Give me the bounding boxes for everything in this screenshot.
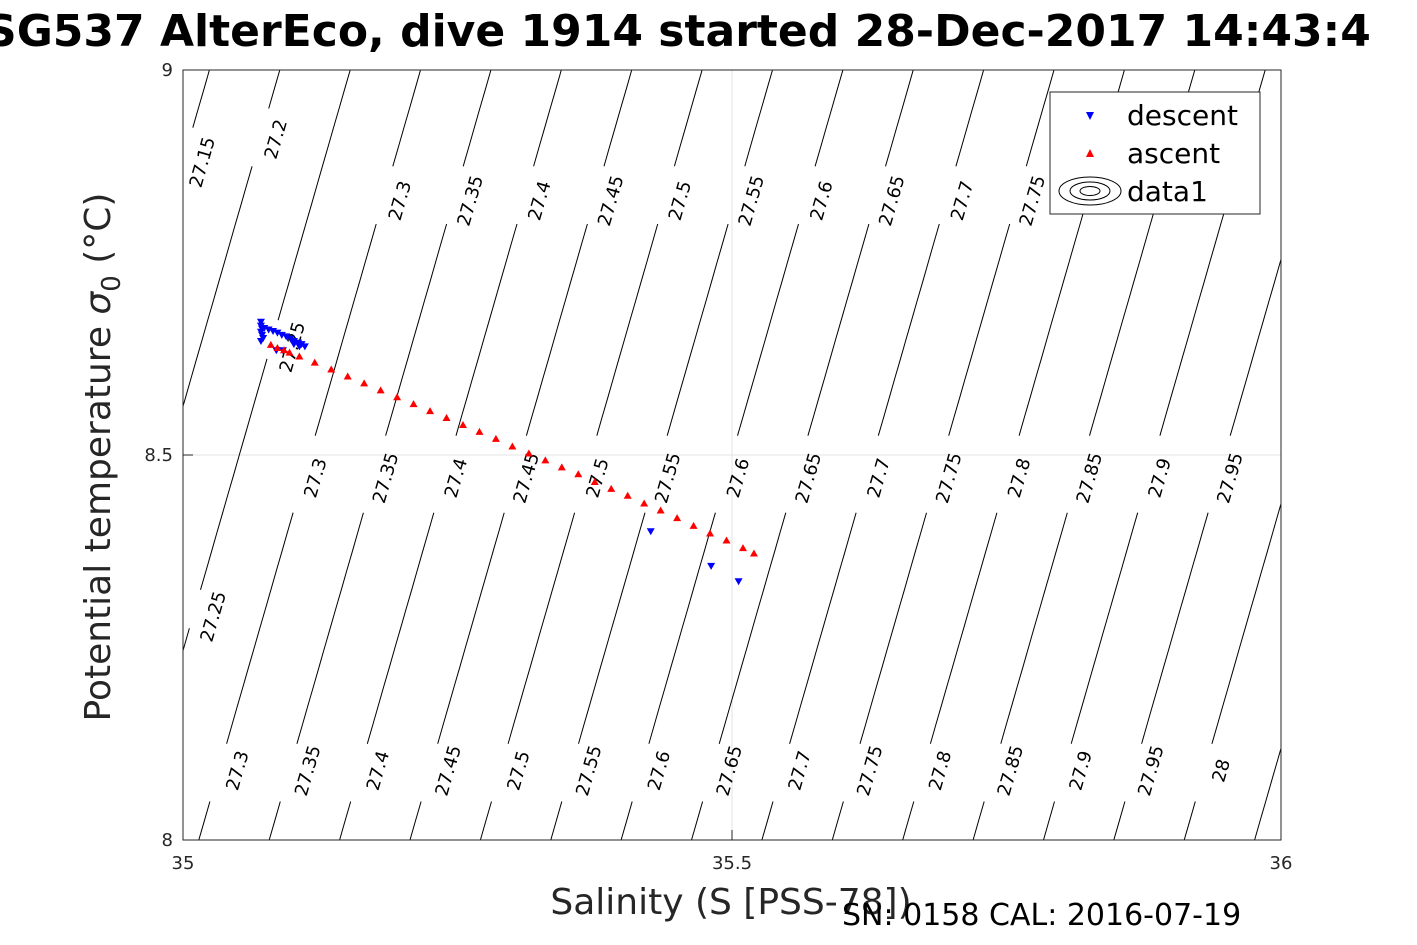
ascent-point (749, 549, 758, 557)
ascent-point (295, 352, 304, 360)
density-contour-line (268, 70, 492, 840)
density-contour-line (183, 70, 281, 408)
density-contour-line (192, 70, 210, 128)
ascent-point (343, 372, 352, 380)
ascent-point (273, 343, 282, 351)
ascent-point (285, 348, 294, 356)
x-axis-label: Salinity (S [PSS-78]) (550, 882, 911, 923)
y-tick-label: 8.5 (144, 445, 173, 466)
legend-descent-label: descent (1127, 99, 1238, 132)
legend-contour-icon (1058, 176, 1122, 206)
x-tick-label: 36 (1270, 853, 1293, 874)
ascent-point (458, 420, 467, 428)
chart-title: SG537 AlterEco, dive 1914 started 28-Dec… (0, 6, 1371, 57)
y-tick-label: 8 (162, 830, 173, 851)
descent-point (300, 343, 309, 351)
ascent-point (508, 442, 517, 450)
density-contour-line (761, 70, 985, 840)
y-axis-label-sub: 0 (97, 275, 127, 292)
ascent-point (706, 529, 715, 537)
x-tick-label: 35 (172, 853, 195, 874)
ascent-point (310, 358, 319, 366)
density-contour-line (198, 70, 421, 840)
ascent-point (266, 340, 275, 348)
descent-point (282, 333, 291, 341)
density-contour-line (1325, 70, 1417, 840)
ascent-point (689, 521, 698, 529)
ascent-point (327, 365, 336, 373)
ascent-point (557, 463, 566, 471)
descent-point (734, 578, 743, 586)
ascent-point (574, 470, 583, 478)
ascent-point (590, 477, 599, 485)
descent-point (256, 318, 265, 326)
density-contours (183, 70, 1417, 840)
ascent-point (280, 346, 289, 354)
ascent-point (656, 506, 665, 514)
density-contour-line (550, 70, 773, 840)
series-descent (256, 318, 743, 586)
density-contour-line (831, 70, 1055, 840)
ascent-point (376, 386, 385, 394)
density-contour-line (183, 70, 351, 653)
ascent-point (491, 434, 500, 442)
legend-ascent-label: ascent (1127, 137, 1220, 170)
density-contour-line (409, 70, 633, 840)
ascent-point (393, 393, 402, 401)
ascent-point (442, 414, 451, 422)
y-axis-label-unit: (°C) (78, 193, 119, 276)
ascent-point (475, 427, 484, 435)
descent-point (707, 562, 716, 570)
ascent-point (360, 379, 369, 387)
x-tick-label: 35.5 (712, 853, 752, 874)
legend: descent ascent data1 (1049, 91, 1261, 215)
ascent-point (738, 544, 747, 552)
density-contour-line (1113, 257, 1281, 840)
serial-calibration-note: SN: 0158 CAL: 2016-07-19 (842, 898, 1242, 933)
axis-ticks: 35 35.5 36 8 8.5 9 (144, 60, 1292, 874)
y-axis-label-main: Potential temperature (78, 315, 119, 722)
ascent-point (409, 400, 418, 408)
data-series (256, 318, 758, 586)
ascent-point (541, 456, 550, 464)
descent-point (273, 329, 282, 337)
ascent-point (640, 499, 649, 507)
density-contour-line (339, 70, 562, 840)
descent-point (646, 528, 655, 536)
descent-point (289, 341, 298, 349)
density-contour-line (620, 70, 844, 840)
density-contour-line (479, 70, 703, 840)
y-tick-label: 9 (162, 60, 173, 81)
legend-descent-marker (1086, 112, 1094, 120)
ascent-point (623, 491, 632, 499)
descent-point (295, 343, 304, 351)
legend-data1-label: data1 (1127, 175, 1208, 208)
y-axis-label: Potential temperature σ0 (°C) (78, 193, 127, 722)
ascent-point (524, 449, 533, 457)
descent-point (256, 338, 265, 346)
y-axis-label-sigma: σ (78, 291, 119, 315)
legend-box (1049, 91, 1261, 215)
ascent-point (607, 484, 616, 492)
density-contour-line (1183, 502, 1281, 840)
legend-ascent-marker (1086, 149, 1094, 157)
density-contour-line (691, 70, 914, 840)
ascent-point (426, 407, 435, 415)
ascent-point (722, 536, 731, 544)
series-ascent (266, 340, 758, 557)
ascent-point (673, 514, 682, 522)
